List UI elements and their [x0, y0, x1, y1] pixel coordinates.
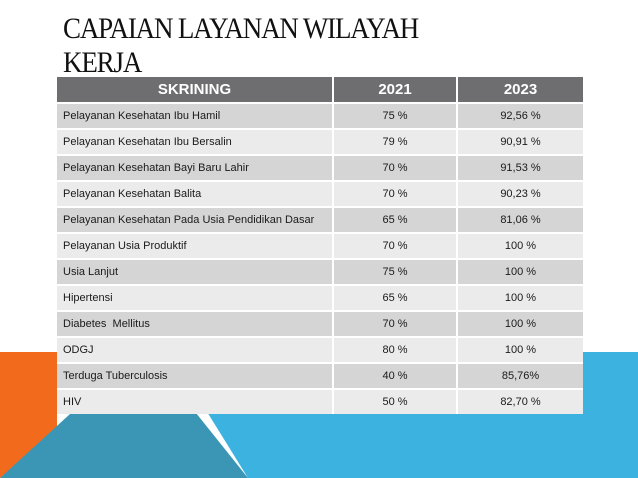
cell-skrining: Terduga Tuberculosis [57, 362, 333, 389]
cell-skrining: Pelayanan Kesehatan Pada Usia Pendidikan… [57, 206, 333, 233]
cell-2023: 91,53 % [456, 154, 583, 181]
table-row: Diabetes Mellitus 70 % 100 % [57, 310, 583, 337]
table-row: Pelayanan Kesehatan Bayi Baru Lahir 70 %… [57, 154, 583, 181]
cell-2021: 70 % [332, 232, 457, 259]
table-row: ODGJ 80 % 100 % [57, 336, 583, 363]
table-row: Pelayanan Kesehatan Ibu Hamil 75 % 92,56… [57, 102, 583, 129]
cell-2021: 70 % [332, 310, 457, 337]
cell-2023: 82,70 % [456, 388, 583, 414]
table-row: Pelayanan Kesehatan Pada Usia Pendidikan… [57, 206, 583, 233]
cell-2021: 65 % [332, 284, 457, 311]
table-row: HIV 50 % 82,70 % [57, 388, 583, 414]
table-row: Terduga Tuberculosis 40 % 85,76% [57, 362, 583, 389]
cell-2023: 100 % [456, 310, 583, 337]
cell-skrining: HIV [57, 388, 333, 414]
cell-2023: 85,76% [456, 362, 583, 389]
cell-skrining: Pelayanan Kesehatan Balita [57, 180, 333, 207]
teal-shape [0, 413, 248, 478]
cell-skrining: ODGJ [57, 336, 333, 363]
cell-skrining: Pelayanan Kesehatan Ibu Bersalin [57, 128, 333, 155]
cell-2023: 100 % [456, 232, 583, 259]
cell-skrining: Hipertensi [57, 284, 333, 311]
cell-2021: 75 % [332, 258, 457, 285]
cell-skrining: Pelayanan Kesehatan Ibu Hamil [57, 102, 333, 129]
table-row: Pelayanan Kesehatan Ibu Bersalin 79 % 90… [57, 128, 583, 155]
table-header-row: SKRINING 2021 2023 [57, 77, 583, 103]
cell-2021: 65 % [332, 206, 457, 233]
table-row: Pelayanan Usia Produktif 70 % 100 % [57, 232, 583, 259]
table-row: Usia Lanjut 75 % 100 % [57, 258, 583, 285]
cell-2021: 70 % [332, 154, 457, 181]
cell-skrining: Pelayanan Kesehatan Bayi Baru Lahir [57, 154, 333, 181]
cell-skrining: Pelayanan Usia Produktif [57, 232, 333, 259]
cell-skrining: Usia Lanjut [57, 258, 333, 285]
cell-2023: 100 % [456, 258, 583, 285]
cell-2021: 50 % [332, 388, 457, 414]
header-skrining: SKRINING [57, 77, 333, 103]
cell-2021: 80 % [332, 336, 457, 363]
cell-2021: 40 % [332, 362, 457, 389]
orange-shape [0, 352, 57, 478]
cell-2023: 90,23 % [456, 180, 583, 207]
table-row: Hipertensi 65 % 100 % [57, 284, 583, 311]
cell-2023: 100 % [456, 336, 583, 363]
cell-2023: 90,91 % [456, 128, 583, 155]
header-2021: 2021 [332, 77, 457, 103]
cell-2023: 92,56 % [456, 102, 583, 129]
cell-2023: 81,06 % [456, 206, 583, 233]
header-2023: 2023 [456, 77, 583, 103]
cell-2023: 100 % [456, 284, 583, 311]
cell-skrining: Diabetes Mellitus [57, 310, 333, 337]
cell-2021: 75 % [332, 102, 457, 129]
cell-2021: 79 % [332, 128, 457, 155]
slide-title-line1: CAPAIAN LAYANAN WILAYAH KERJA [63, 12, 419, 79]
table-row: Pelayanan Kesehatan Balita 70 % 90,23 % [57, 180, 583, 207]
spm-table: SKRINING 2021 2023 Pelayanan Kesehatan I… [57, 77, 583, 414]
cell-2021: 70 % [332, 180, 457, 207]
